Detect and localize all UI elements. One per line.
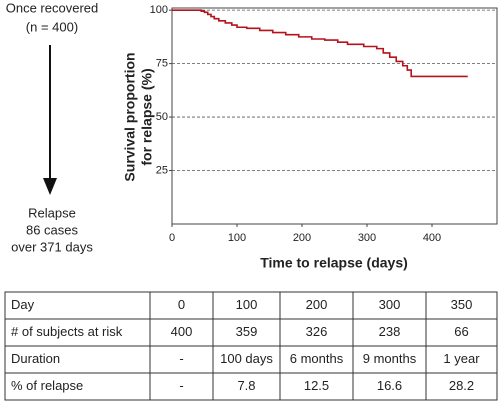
flow-start: Once recovered [6, 0, 99, 15]
table-cell: # of subjects at risk [11, 324, 123, 339]
x-tick-label: 100 [228, 232, 246, 244]
table-cell: 400 [171, 324, 193, 339]
table-cell: 300 [379, 297, 401, 312]
y-tick-label: 25 [156, 164, 168, 176]
table-cell: 350 [451, 297, 473, 312]
table-cell: 238 [379, 324, 401, 339]
y-tick-label: 75 [156, 58, 168, 70]
table-cell: 28.2 [449, 378, 474, 393]
table-cell: 100 [236, 297, 258, 312]
plot-frame [171, 7, 498, 225]
x-tick-label: 0 [169, 232, 175, 244]
table-cell: 0 [178, 297, 185, 312]
x-tick-label: 200 [293, 232, 311, 244]
survival-curve [172, 9, 468, 78]
table-cell: Day [11, 297, 35, 312]
table-cell: 9 months [363, 351, 417, 366]
y-tick-label: 50 [156, 111, 168, 123]
flow-start: (n = 400) [26, 19, 78, 34]
table-cell: - [179, 378, 183, 393]
flow-arrowhead [43, 178, 57, 195]
table-cell: Duration [11, 351, 60, 366]
table-cell: % of relapse [11, 378, 83, 393]
table-cell: 200 [306, 297, 328, 312]
table-cell: - [179, 351, 183, 366]
table-cell: 1 year [443, 351, 480, 366]
flow-end: Relapse [28, 205, 76, 220]
x-tick-label: 400 [423, 232, 441, 244]
table-cell: 359 [236, 324, 258, 339]
table-cell: 7.8 [237, 378, 255, 393]
y-axis-title: for relapse (%) [139, 68, 155, 165]
y-axis-title: Survival proportion [122, 52, 138, 181]
table-cell: 100 days [220, 351, 273, 366]
x-axis-title: Time to relapse (days) [260, 255, 408, 271]
table-cell: 326 [306, 324, 328, 339]
table-cell: 12.5 [304, 378, 329, 393]
flow-end: 86 cases [26, 222, 79, 237]
table-cell: 66 [454, 324, 468, 339]
x-tick-label: 300 [358, 232, 376, 244]
y-tick-label: 100 [150, 4, 168, 16]
table-cell: 16.6 [377, 378, 402, 393]
flow-end: over 371 days [11, 239, 93, 254]
table-cell: 6 months [290, 351, 344, 366]
